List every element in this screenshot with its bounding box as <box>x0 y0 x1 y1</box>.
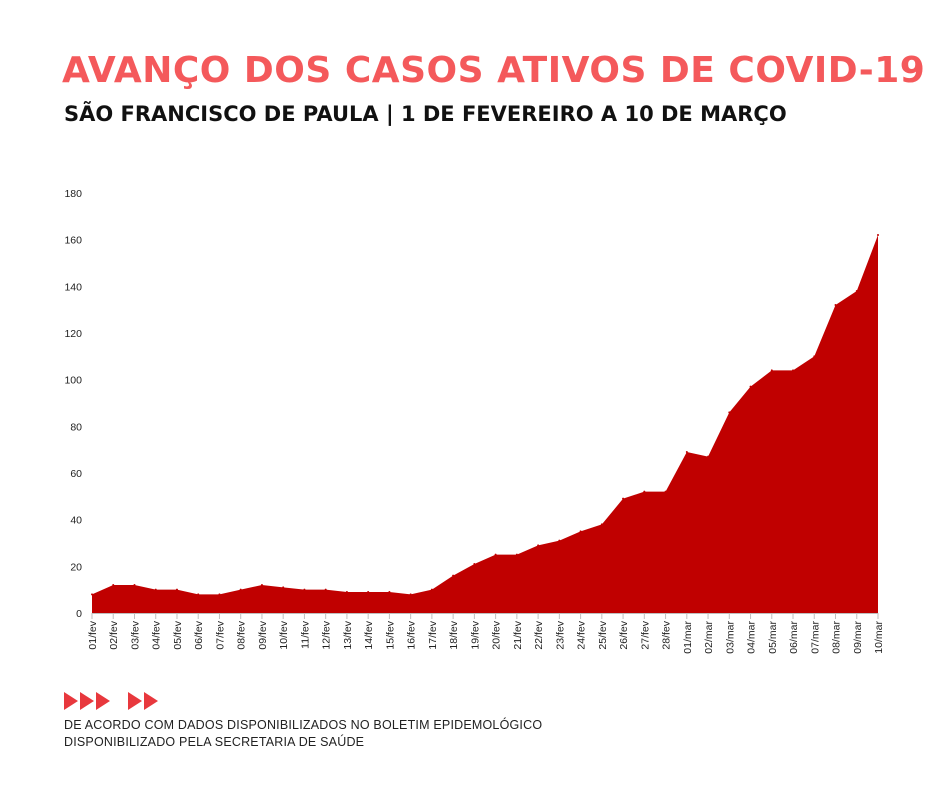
area-series <box>92 235 878 613</box>
x-tick-label: 17/fev <box>427 620 439 649</box>
data-point <box>515 553 518 556</box>
x-tick-label: 15/fev <box>384 620 396 649</box>
x-tick-label: 10/mar <box>873 621 885 654</box>
arrows-decoration <box>64 692 158 710</box>
x-tick-label: 07/fev <box>214 620 226 649</box>
data-point <box>260 584 263 586</box>
data-point <box>600 523 603 526</box>
arrow-icon <box>64 692 78 710</box>
x-tick-label: 06/fev <box>193 620 205 649</box>
x-tick-label: 04/fev <box>151 620 163 649</box>
page-subtitle: SÃO FRANCISCO DE PAULA | 1 DE FEVEREIRO … <box>64 102 787 126</box>
data-point <box>877 234 879 236</box>
data-point <box>133 584 136 586</box>
y-tick-label: 60 <box>70 468 82 480</box>
data-point <box>707 455 710 458</box>
data-point <box>834 304 837 306</box>
x-tick-label: 01/fev <box>87 620 99 649</box>
y-tick-label: 120 <box>64 328 82 340</box>
data-point <box>813 355 816 358</box>
y-tick-label: 20 <box>70 561 82 573</box>
x-tick-label: 02/fev <box>108 620 120 649</box>
data-point <box>197 593 200 596</box>
source-footnote: DE ACORDO COM DADOS DISPONIBILIZADOS NO … <box>64 717 542 751</box>
data-point <box>91 593 93 596</box>
x-tick-label: 24/fev <box>576 620 588 649</box>
arrow-icon <box>144 692 158 710</box>
x-tick-label: 20/fev <box>491 620 503 649</box>
arrow-icon <box>128 692 142 710</box>
footnote-line-1: DE ACORDO COM DADOS DISPONIBILIZADOS NO … <box>64 718 543 732</box>
x-tick-label: 08/fev <box>236 620 248 649</box>
arrow-icon <box>96 692 110 710</box>
data-point <box>728 411 731 414</box>
x-tick-label: 22/fev <box>533 620 545 649</box>
data-point <box>855 290 858 292</box>
x-tick-label: 14/fev <box>363 620 375 649</box>
data-point <box>239 588 242 591</box>
data-point <box>685 451 688 453</box>
data-point <box>324 588 327 591</box>
x-tick-label: 08/mar <box>831 621 843 654</box>
x-tick-label: 01/mar <box>682 621 694 654</box>
x-tick-label: 19/fev <box>469 620 481 649</box>
data-point <box>218 593 221 596</box>
y-tick-label: 80 <box>70 421 82 433</box>
data-point <box>154 588 157 591</box>
x-tick-label: 09/fev <box>257 620 269 649</box>
x-tick-label: 13/fev <box>342 620 354 649</box>
data-point <box>622 497 625 500</box>
x-tick-label: 09/mar <box>852 621 864 654</box>
data-point <box>770 369 773 372</box>
data-point <box>749 385 752 388</box>
data-point <box>430 588 433 591</box>
data-point <box>367 591 370 593</box>
x-tick-label: 04/mar <box>746 621 758 654</box>
data-point <box>303 588 306 591</box>
data-point <box>409 593 412 596</box>
data-point <box>452 574 455 577</box>
data-point <box>175 588 178 591</box>
x-tick-label: 05/mar <box>767 621 779 654</box>
x-tick-label: 05/fev <box>172 620 184 649</box>
data-point <box>388 591 391 593</box>
data-point <box>112 584 115 586</box>
page-title: AVANÇO DOS CASOS ATIVOS DE COVID-19 <box>62 50 926 91</box>
y-tick-label: 0 <box>76 608 82 620</box>
x-tick-label: 10/fev <box>278 620 290 649</box>
y-tick-label: 160 <box>64 235 82 247</box>
y-tick-label: 100 <box>64 375 82 387</box>
data-point <box>282 586 285 589</box>
x-tick-label: 07/mar <box>809 621 821 654</box>
y-tick-label: 40 <box>70 515 82 527</box>
data-point <box>494 553 497 556</box>
data-point <box>792 369 795 372</box>
data-point <box>537 544 540 547</box>
x-tick-label: 23/fev <box>554 620 566 649</box>
data-point <box>579 530 582 533</box>
x-tick-label: 25/fev <box>597 620 609 649</box>
x-tick-label: 03/fev <box>129 620 141 649</box>
x-tick-label: 21/fev <box>512 620 524 649</box>
data-point <box>473 563 476 565</box>
x-tick-label: 12/fev <box>321 620 333 649</box>
y-tick-label: 140 <box>64 281 82 293</box>
x-tick-label: 03/mar <box>724 621 736 654</box>
data-point <box>664 490 667 493</box>
x-tick-label: 28/fev <box>661 620 673 649</box>
arrow-icon <box>80 692 94 710</box>
x-tick-label: 11/fev <box>299 620 311 649</box>
x-tick-label: 02/mar <box>703 621 715 654</box>
footnote-line-2: DISPONIBILIZADO PELA SECRETARIA DE SAÚDE <box>64 735 365 749</box>
active-cases-area-chart: 01/fev 02/fev 03/fev 04/fev 05/fev 06/fev 07/f… <box>64 188 885 654</box>
x-tick-label: 16/fev <box>406 620 418 649</box>
x-tick-label: 06/mar <box>788 621 800 654</box>
x-tick-label: 18/fev <box>448 620 460 649</box>
x-tick-label: 26/fev <box>618 620 630 649</box>
data-point <box>643 490 646 493</box>
y-tick-label: 180 <box>64 188 82 200</box>
data-point <box>558 539 561 542</box>
x-tick-label: 27/fev <box>639 620 651 649</box>
data-point <box>345 591 348 593</box>
